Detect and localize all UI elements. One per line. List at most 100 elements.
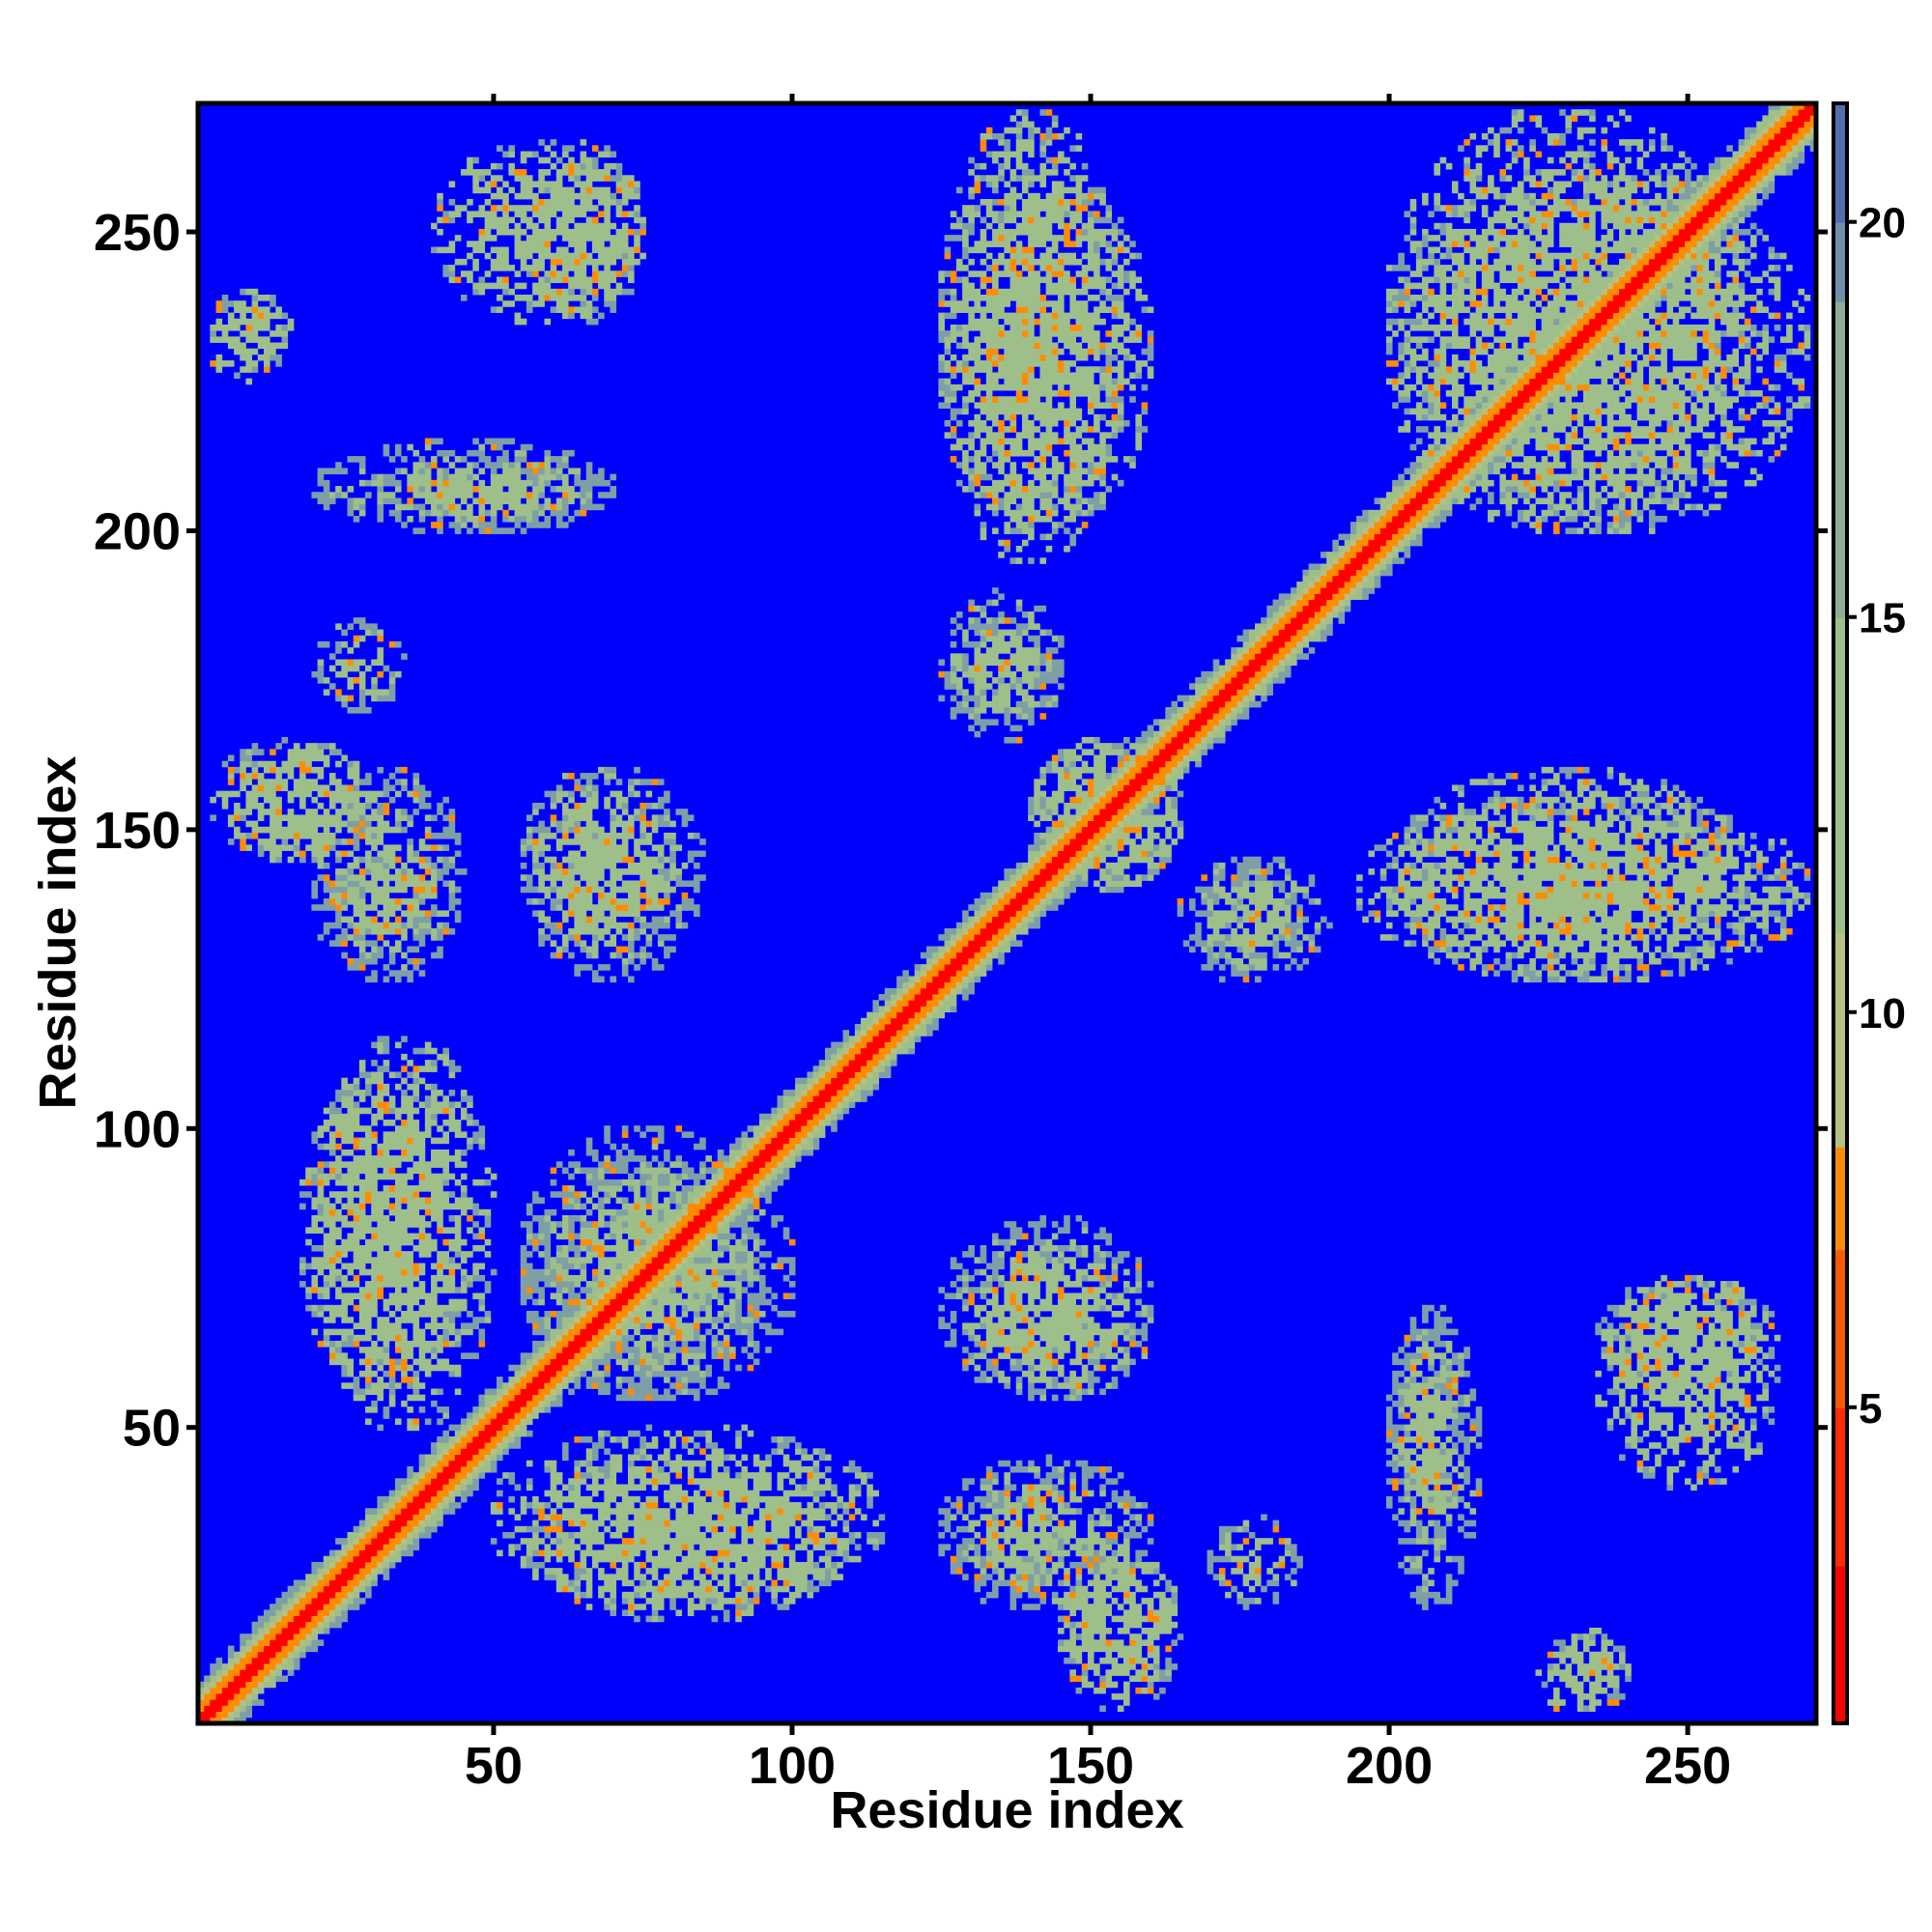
heatmap-cell xyxy=(664,1317,676,1323)
heatmap-cell xyxy=(615,1281,629,1288)
heatmap-cell xyxy=(777,1101,784,1109)
heatmap-cell xyxy=(353,1101,360,1109)
heatmap-cell xyxy=(1625,1293,1632,1300)
heatmap-cell xyxy=(705,1203,724,1210)
heatmap-cell xyxy=(1272,1525,1280,1533)
heatmap-cell xyxy=(341,1221,372,1228)
heatmap-cell xyxy=(795,1585,808,1593)
heatmap-cell xyxy=(550,1520,557,1527)
heatmap-cell xyxy=(675,1233,695,1240)
heatmap-cell xyxy=(741,1508,754,1515)
heatmap-cell xyxy=(998,1490,1005,1497)
heatmap-cell xyxy=(1075,1311,1083,1318)
heatmap-cell xyxy=(568,1520,575,1527)
heatmap-cell xyxy=(394,1203,402,1210)
heatmap-cell xyxy=(884,1065,892,1072)
heatmap-cell xyxy=(687,1197,695,1205)
heatmap-cell xyxy=(1009,1293,1017,1300)
heatmap-cell xyxy=(377,1358,384,1366)
heatmap-cell xyxy=(1505,904,1524,911)
heatmap-cell xyxy=(651,1227,665,1234)
heatmap-cell xyxy=(950,1514,957,1520)
heatmap-cell xyxy=(634,1525,700,1533)
heatmap-cell xyxy=(992,904,1005,911)
heatmap-cell xyxy=(705,1454,724,1462)
heatmap-cell xyxy=(401,1065,408,1072)
heatmap-cell xyxy=(1099,1281,1106,1288)
heatmap-cell xyxy=(1105,880,1142,888)
heatmap-cell xyxy=(1685,1358,1703,1366)
heatmap-cell xyxy=(1308,940,1316,947)
heatmap-cell xyxy=(365,1418,372,1425)
heatmap-cell xyxy=(621,1322,640,1329)
heatmap-cell xyxy=(263,1634,276,1640)
heatmap-cell xyxy=(1051,1221,1059,1228)
heatmap-cell xyxy=(1069,1484,1076,1492)
heatmap-cell xyxy=(938,970,957,977)
heatmap-cell xyxy=(442,1454,456,1462)
heatmap-cell xyxy=(950,1334,957,1342)
heatmap-cell xyxy=(1726,1430,1740,1437)
heatmap-cell xyxy=(1135,1328,1149,1336)
heatmap-cell xyxy=(418,1347,432,1353)
heatmap-cell xyxy=(383,1185,390,1192)
heatmap-cell xyxy=(1451,1352,1459,1359)
heatmap-cell xyxy=(980,1281,993,1288)
heatmap-cell xyxy=(621,1442,629,1449)
heatmap-cell xyxy=(585,1197,593,1205)
heatmap-cell xyxy=(992,1274,999,1282)
heatmap-cell xyxy=(526,1203,533,1210)
heatmap-cell xyxy=(460,1352,479,1359)
heatmap-cell xyxy=(717,1549,730,1557)
heatmap-cell xyxy=(371,1113,384,1121)
heatmap-cell xyxy=(520,1281,539,1288)
heatmap-cell xyxy=(628,1281,646,1288)
heatmap-cell xyxy=(1535,1669,1543,1676)
heatmap-cell xyxy=(454,910,462,917)
heatmap-cell xyxy=(293,1591,300,1599)
heatmap-cell xyxy=(753,1155,772,1162)
heatmap-cell xyxy=(1582,1639,1596,1646)
heatmap-cell xyxy=(1666,1334,1697,1342)
heatmap-cell xyxy=(1314,927,1321,935)
heatmap-cell xyxy=(753,1131,760,1138)
heatmap-cell xyxy=(974,976,981,983)
heatmap-cell xyxy=(460,1268,468,1276)
heatmap-cell xyxy=(323,1334,330,1342)
heatmap-cell xyxy=(1075,1591,1113,1599)
heatmap-cell xyxy=(741,1454,749,1462)
heatmap-cell xyxy=(568,1257,593,1264)
heatmap-cell xyxy=(1385,892,1399,899)
heatmap-cell xyxy=(980,1287,993,1293)
heatmap-cell xyxy=(497,1382,503,1389)
heatmap-cell xyxy=(1404,1394,1417,1402)
heatmap-cell xyxy=(634,1197,646,1205)
heatmap-cell xyxy=(442,1412,449,1419)
heatmap-cell xyxy=(478,1328,486,1336)
heatmap-cell xyxy=(1445,1591,1453,1599)
heatmap-cell xyxy=(532,1233,539,1240)
heatmap-cell xyxy=(585,1604,593,1610)
heatmap-cell xyxy=(955,1495,963,1503)
heatmap-cell xyxy=(765,1454,772,1462)
heatmap-cell xyxy=(741,1203,749,1210)
heatmap-cell xyxy=(1284,1544,1297,1550)
heatmap-cell xyxy=(1009,1298,1017,1306)
heatmap-cell xyxy=(621,1598,629,1605)
heatmap-cell xyxy=(365,1352,390,1359)
heatmap-cell xyxy=(1058,1364,1065,1372)
heatmap-cell xyxy=(388,1185,396,1192)
heatmap-cell xyxy=(418,1525,426,1533)
heatmap-cell xyxy=(394,1071,402,1079)
heatmap-cell xyxy=(657,1281,665,1288)
heatmap-cell xyxy=(1732,1281,1740,1288)
heatmap-cell xyxy=(1135,1287,1142,1293)
heatmap-cell xyxy=(950,1281,957,1288)
heatmap-cell xyxy=(992,1257,1005,1264)
heatmap-cell xyxy=(1225,1591,1232,1599)
heatmap-cell xyxy=(585,952,593,959)
heatmap-cell xyxy=(562,1508,581,1515)
heatmap-cell xyxy=(1779,927,1787,935)
heatmap-cell xyxy=(448,1238,468,1246)
heatmap-cell xyxy=(1015,1382,1023,1389)
